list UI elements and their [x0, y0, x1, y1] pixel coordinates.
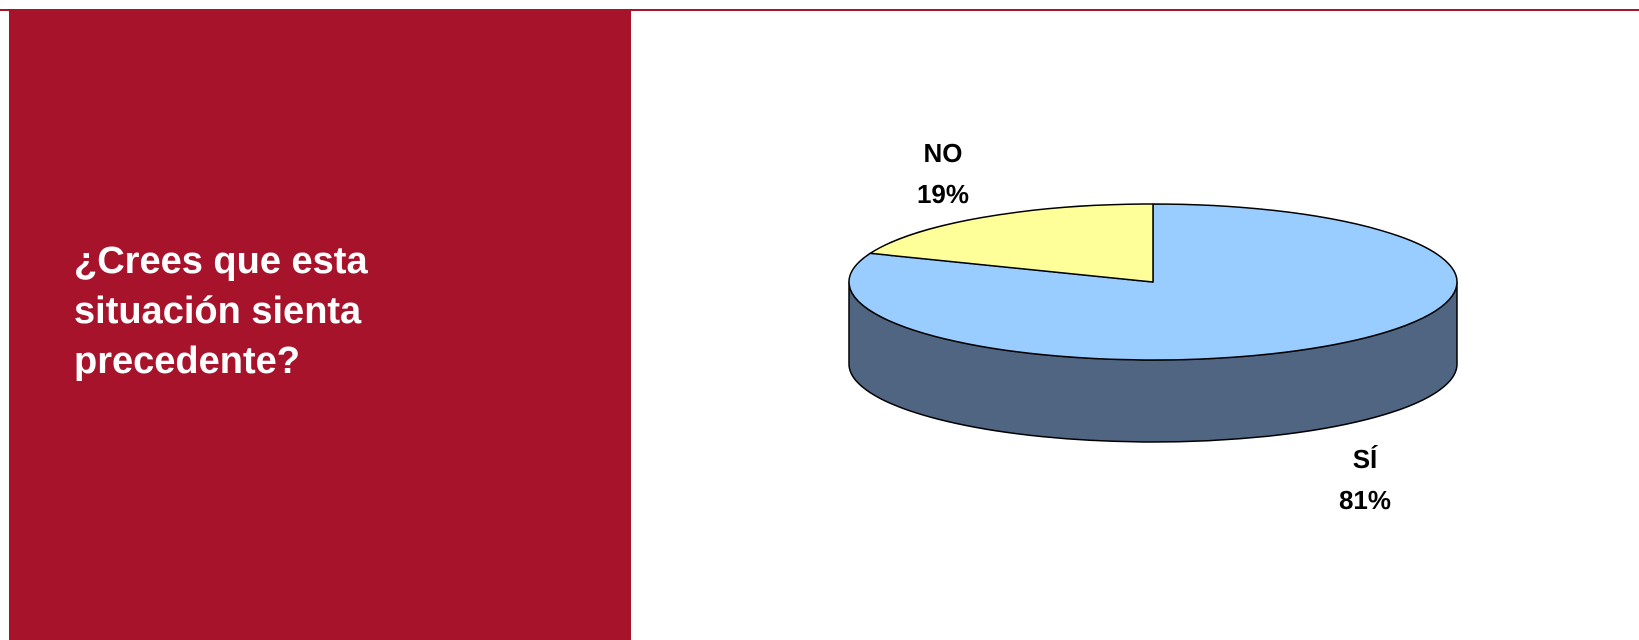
pie-chart: NO 19% SÍ 81%: [631, 0, 1639, 640]
question-panel: [9, 9, 631, 640]
top-border-line: [0, 9, 1639, 11]
label-si: SÍ: [1353, 444, 1378, 474]
question-title: ¿Crees que esta situación sienta precede…: [74, 240, 368, 382]
label-no: NO: [924, 138, 963, 168]
pie-slice-no: [869, 203, 1154, 283]
label-si-percent: 81%: [1339, 485, 1391, 515]
pie-chart-svg: NO 19% SÍ 81%: [848, 138, 1458, 515]
label-no-percent: 19%: [917, 179, 969, 209]
